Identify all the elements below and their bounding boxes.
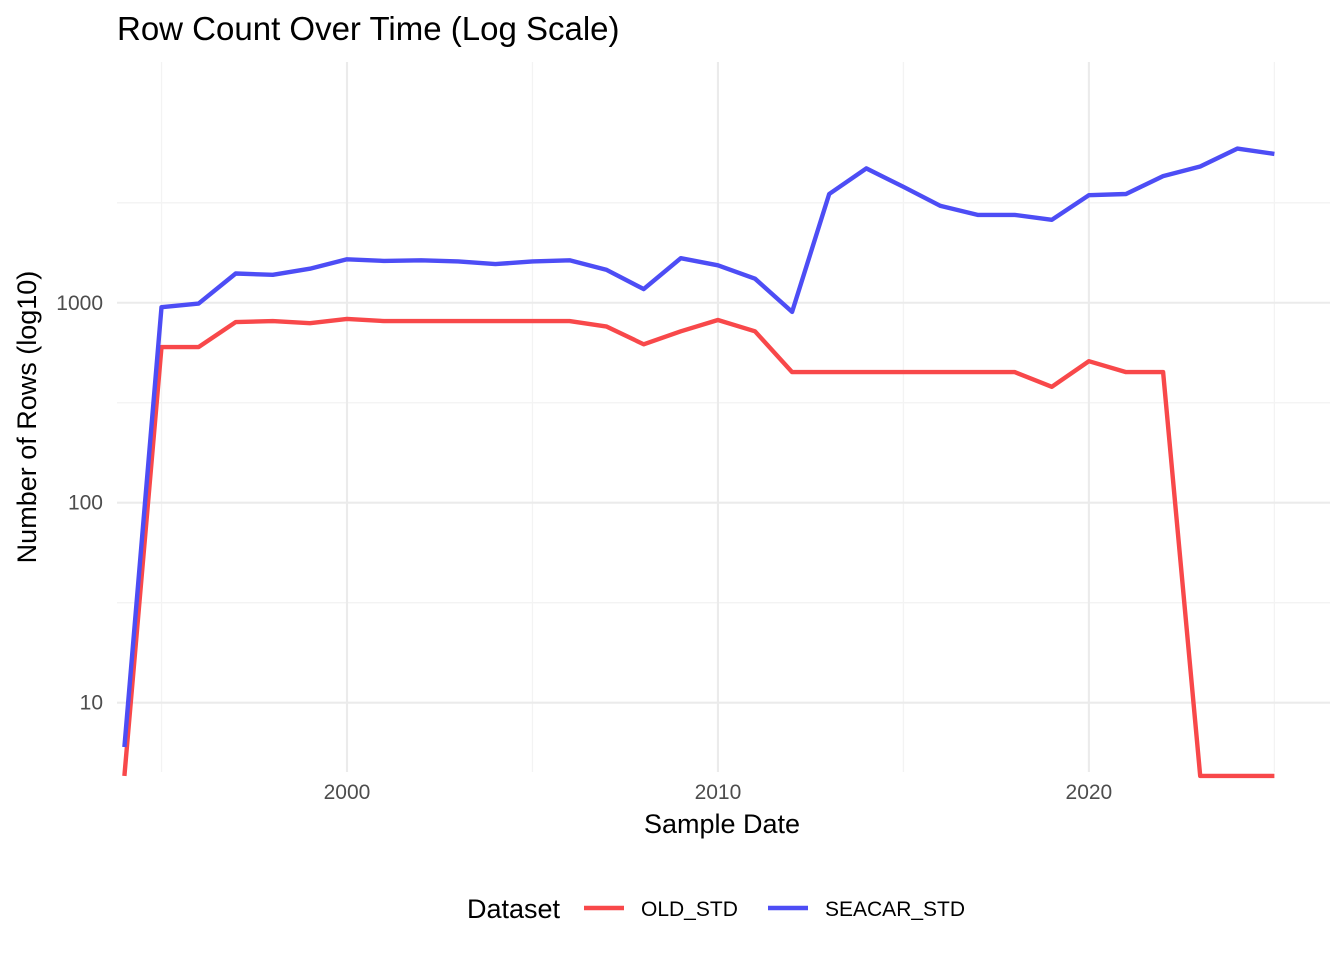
y-axis-title: Number of Rows (log10) xyxy=(12,271,42,564)
y-tick-label: 1000 xyxy=(56,292,103,315)
y-axis-ticks: 10 100 1000 xyxy=(56,292,103,715)
x-tick-label: 2000 xyxy=(324,781,371,804)
series-line-old-std xyxy=(122,316,1275,779)
legend-label: SEACAR_STD xyxy=(825,898,965,921)
series-layer xyxy=(122,146,1275,779)
series-line-seacar-std xyxy=(122,146,1275,748)
legend-label: OLD_STD xyxy=(641,898,738,921)
chart-title: Row Count Over Time (Log Scale) xyxy=(117,10,620,47)
legend: Dataset OLD_STD SEACAR_STD xyxy=(467,894,965,924)
y-tick-label: 100 xyxy=(68,492,103,515)
legend-title: Dataset xyxy=(467,894,561,924)
x-tick-label: 2020 xyxy=(1066,781,1113,804)
x-tick-label: 2010 xyxy=(695,781,742,804)
x-axis-ticks: 2000 2010 2020 xyxy=(324,781,1113,804)
grid xyxy=(117,62,1330,772)
y-tick-label: 10 xyxy=(80,692,103,715)
x-axis-title: Sample Date xyxy=(644,809,800,839)
